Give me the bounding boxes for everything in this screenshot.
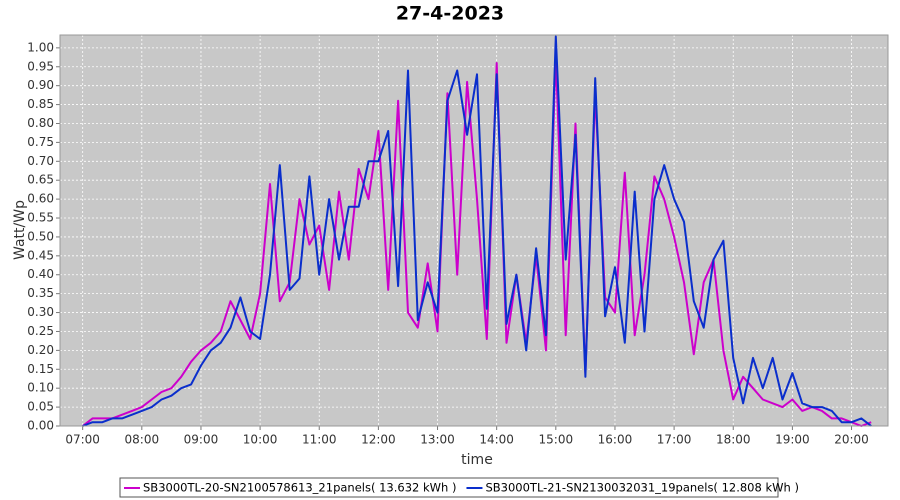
series-line [82,35,872,427]
y-tick-label: 0.65 [27,173,54,187]
y-tick-label: 0.15 [27,362,54,376]
x-tick-label: 11:00 [302,433,337,447]
y-tick-label: 0.10 [27,381,54,395]
y-tick-label: 0.35 [27,286,54,300]
y-tick-label: 0.30 [27,305,54,319]
y-tick-label: 0.60 [27,192,54,206]
y-tick-label: 0.80 [27,116,54,130]
y-tick-label: 0.20 [27,343,54,357]
y-tick-label: 1.00 [27,40,54,54]
x-tick-label: 07:00 [65,433,100,447]
y-tick-label: 0.25 [27,324,54,338]
y-tick-label: 0.90 [27,78,54,92]
x-axis-label: time [461,452,493,468]
legend-label: SB3000TL-20-SN2100578613_21panels( 13.63… [143,481,456,495]
x-tick-label: 09:00 [184,433,219,447]
x-tick-label: 16:00 [598,433,633,447]
x-tick-label: 17:00 [657,433,692,447]
x-tick-label: 19:00 [775,433,810,447]
x-tick-label: 12:00 [361,433,396,447]
y-tick-label: 0.50 [27,229,54,243]
y-tick-label: 0.00 [27,419,54,433]
x-tick-label: 15:00 [539,433,574,447]
x-tick-label: 10:00 [243,433,278,447]
y-tick-label: 0.85 [27,97,54,111]
y-tick-label: 0.40 [27,267,54,281]
plot-border [59,34,889,427]
plot-area [60,35,888,426]
y-tick-label: 0.75 [27,135,54,149]
x-tick-label: 18:00 [716,433,751,447]
y-axis-label: Watt/Wp [12,200,28,260]
x-tick-label: 13:00 [420,433,455,447]
x-tick-label: 08:00 [125,433,160,447]
legend-label: SB3000TL-21-SN2130032031_19panels( 12.80… [485,481,798,495]
y-tick-label: 0.45 [27,248,54,262]
x-tick-label: 20:00 [834,433,869,447]
y-tick-label: 0.70 [27,154,54,168]
chart-title: 27-4-2023 [396,3,504,25]
y-tick-label: 0.55 [27,211,54,225]
legend [119,477,779,498]
y-tick-label: 0.95 [27,59,54,73]
x-tick-label: 14:00 [479,433,514,447]
y-tick-label: 0.05 [27,400,54,414]
